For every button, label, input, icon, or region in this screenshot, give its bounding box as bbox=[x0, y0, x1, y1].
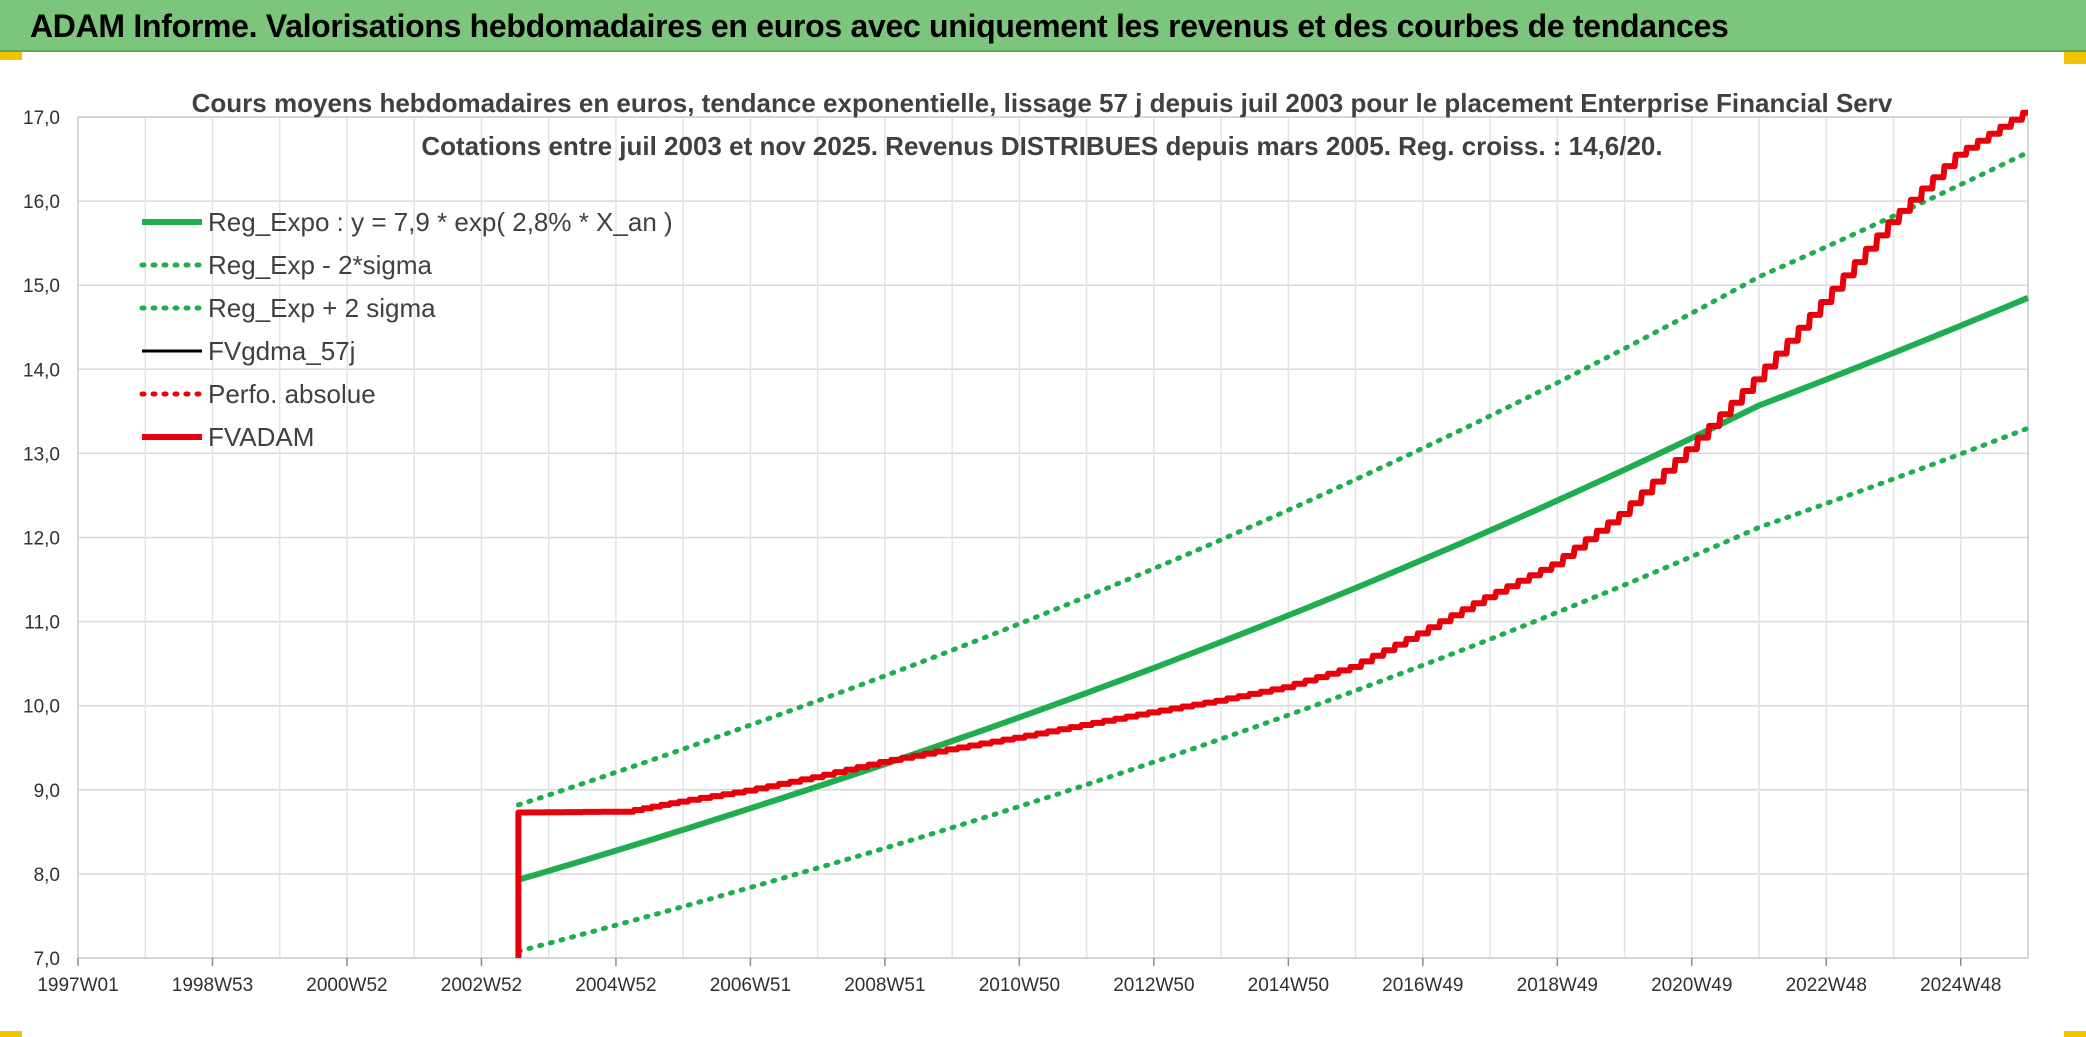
corner-accent-top-left bbox=[0, 52, 22, 60]
y-tick-label: 14,0 bbox=[23, 360, 60, 381]
x-tick-label: 1998W53 bbox=[172, 975, 253, 996]
legend-label: Reg_Exp - 2*sigma bbox=[208, 250, 433, 280]
legend-label: Reg_Expo : y = 7,9 * exp( 2,8% * X_an ) bbox=[208, 207, 673, 237]
x-tick-label: 2004W52 bbox=[575, 975, 656, 996]
plot-frame bbox=[77, 116, 2029, 959]
x-tick-label: 2000W52 bbox=[306, 975, 387, 996]
x-tick-label: 2020W49 bbox=[1651, 975, 1732, 996]
legend-label: Perfo. absolue bbox=[208, 379, 376, 409]
y-tick-label: 8,0 bbox=[34, 865, 60, 886]
series-line-1 bbox=[515, 425, 2031, 954]
series-line-5 bbox=[515, 109, 2028, 958]
y-tick-label: 15,0 bbox=[23, 276, 60, 297]
x-tick-label: 2018W49 bbox=[1517, 975, 1598, 996]
x-tick-label: 2016W49 bbox=[1382, 975, 1463, 996]
x-tick-label: 2022W48 bbox=[1786, 975, 1867, 996]
series-line-0 bbox=[517, 295, 2030, 883]
x-tick-label: 2006W51 bbox=[710, 975, 791, 996]
header-banner: ADAM Informe. Valorisations hebdomadaire… bbox=[0, 0, 2086, 52]
x-tick-label: 2014W50 bbox=[1248, 975, 1329, 996]
series-lines bbox=[515, 109, 2031, 958]
x-tick-label: 2008W51 bbox=[844, 975, 925, 996]
y-tick-label: 12,0 bbox=[23, 529, 60, 550]
x-tick-label: 2002W52 bbox=[441, 975, 522, 996]
x-tick-label: 2024W48 bbox=[1920, 975, 2001, 996]
corner-accent-top-right bbox=[2064, 52, 2086, 64]
x-tick-label: 1997W01 bbox=[37, 975, 118, 996]
chart-title-line-1: Cours moyens hebdomadaires en euros, ten… bbox=[192, 88, 1893, 118]
x-tick-label: 2012W50 bbox=[1113, 975, 1194, 996]
y-tick-label: 11,0 bbox=[24, 613, 60, 634]
legend-label: Reg_Exp + 2 sigma bbox=[208, 293, 436, 323]
y-tick-label: 9,0 bbox=[34, 781, 60, 802]
y-tick-label: 10,0 bbox=[23, 697, 60, 718]
x-tick-label: 2010W50 bbox=[979, 975, 1060, 996]
chart-title-line-2: Cotations entre juil 2003 et nov 2025. R… bbox=[421, 131, 1662, 161]
y-tick-label: 17,0 bbox=[23, 108, 60, 129]
page-title: ADAM Informe. Valorisations hebdomadaire… bbox=[30, 8, 1729, 44]
legend: Reg_Expo : y = 7,9 * exp( 2,8% * X_an ) R… bbox=[139, 207, 673, 452]
y-tick-label: 16,0 bbox=[23, 192, 60, 213]
y-tick-label: 7,0 bbox=[34, 949, 60, 970]
corner-accent-bottom-left bbox=[0, 1031, 22, 1037]
y-tick-label: 13,0 bbox=[23, 444, 60, 465]
y-axis: 7,0 8,0 9,0 10,0 11,0 12,0 13,0 14,0 15,0 16,0 17,… bbox=[23, 108, 60, 970]
legend-label: FVgdma_57j bbox=[208, 336, 355, 366]
x-axis: 1997W01 1998W53 2000W52 2002W52 2004W52 2006W… bbox=[37, 958, 2001, 996]
corner-accent-bottom-right bbox=[2064, 1031, 2086, 1037]
series-line-2 bbox=[515, 149, 2031, 808]
legend-label: FVADAM bbox=[208, 422, 314, 452]
